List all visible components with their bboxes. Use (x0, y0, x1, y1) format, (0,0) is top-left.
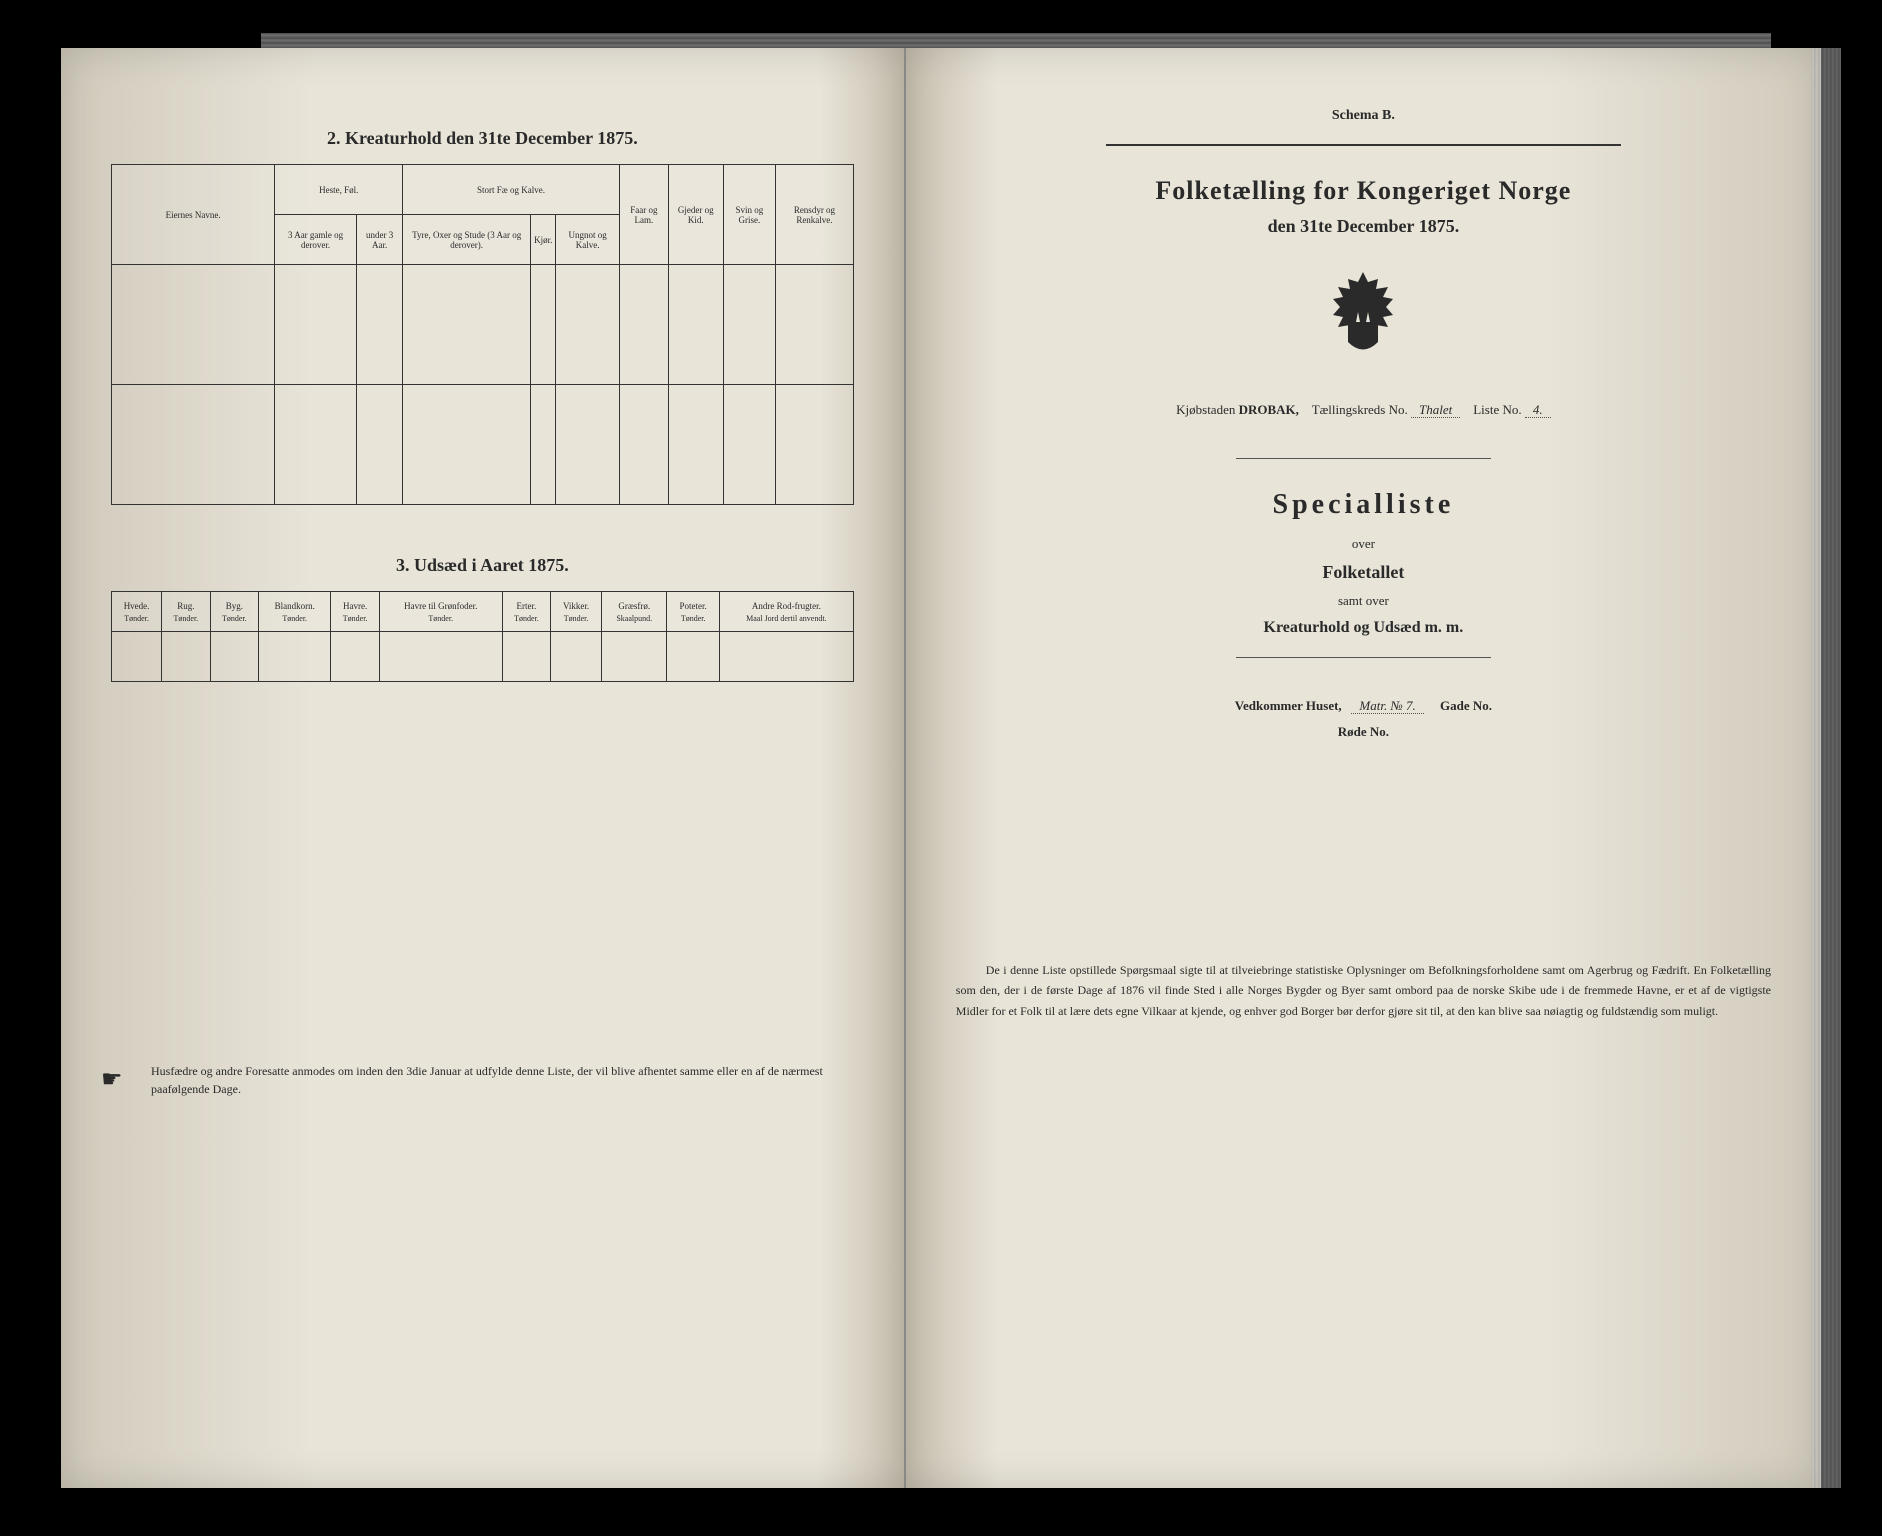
livestock-table: Eiernes Navne. Heste, Føl. Stort Fæ og K… (111, 164, 854, 505)
col-pigs: Svin og Grise. (723, 165, 775, 265)
col-horses: Heste, Føl. (275, 165, 403, 215)
over-label: over (956, 536, 1771, 552)
table-row (112, 385, 854, 505)
col-vetch: Vikker.Tønder. (551, 592, 602, 632)
right-page: Schema B. Folketælling for Kongeriget No… (906, 48, 1821, 1488)
house-number: Matr. № 7. (1351, 698, 1423, 714)
rode-label: Røde No. (1338, 724, 1389, 739)
footnote: ☛ Husfædre og andre Foresatte anmodes om… (111, 1062, 854, 1098)
location-line: Kjøbstaden DROBAK, Tællingskreds No. Tha… (956, 402, 1771, 418)
col-wheat: Hvede.Tønder. (112, 592, 162, 632)
gade-label: Gade No. (1440, 698, 1492, 713)
col-mixed: Blandkorn.Tønder. (259, 592, 331, 632)
bottom-paragraph: De i denne Liste opstillede Spørgsmaal s… (956, 960, 1771, 1021)
folketallet-label: Folketallet (956, 562, 1771, 583)
town-label: Kjøbstaden (1176, 402, 1235, 417)
samt-label: samt over (956, 593, 1771, 609)
crest-icon (1318, 267, 1408, 367)
rode-line: Røde No. (956, 724, 1771, 740)
col-horses-a: 3 Aar gamle og derover. (275, 215, 357, 265)
col-peas: Erter.Tønder. (502, 592, 550, 632)
schema-label: Schema B. (956, 108, 1771, 124)
table-row (112, 632, 854, 682)
col-roots: Andre Rod-frugter.Maal Jord dertil anven… (719, 592, 853, 632)
district-value: Thalet (1411, 402, 1460, 418)
col-grass: Græsfrø.Skaalpund. (601, 592, 666, 632)
divider (1236, 458, 1491, 459)
col-oats: Havre.Tønder. (331, 592, 379, 632)
kreatur-label: Kreaturhold og Udsæd m. m. (956, 619, 1771, 637)
col-cattle-b: Kjør. (531, 215, 556, 265)
col-owners: Eiernes Navne. (112, 165, 275, 265)
section3-title: 3. Udsæd i Aaret 1875. (111, 555, 854, 576)
footnote-text: Husfædre og andre Foresatte anmodes om i… (151, 1064, 823, 1096)
col-cattle-a: Tyre, Oxer og Stude (3 Aar og derover). (403, 215, 531, 265)
census-document: 2. Kreaturhold den 31te December 1875. E… (61, 48, 1821, 1488)
main-title: Folketælling for Kongeriget Norge (956, 176, 1771, 206)
section2-title: 2. Kreaturhold den 31te December 1875. (111, 128, 854, 149)
col-oats-green: Havre til Grønfoder.Tønder. (379, 592, 502, 632)
coat-of-arms (956, 267, 1771, 372)
list-number: 4. (1525, 402, 1551, 418)
col-barley: Byg.Tønder. (210, 592, 258, 632)
house-label: Vedkommer Huset, (1235, 698, 1342, 713)
divider (1236, 657, 1491, 658)
page-stack-edge (1811, 48, 1841, 1488)
pointing-hand-icon: ☛ (101, 1062, 123, 1098)
table-row (112, 265, 854, 385)
col-cattle: Stort Fæ og Kalve. (403, 165, 620, 215)
col-cattle-c: Ungnot og Kalve. (556, 215, 619, 265)
col-goats: Gjeder og Kid. (668, 165, 723, 265)
col-horses-b: under 3 Aar. (356, 215, 402, 265)
census-date: den 31te December 1875. (956, 216, 1771, 237)
col-sheep: Faar og Lam. (619, 165, 668, 265)
district-label: Tællingskreds No. (1312, 402, 1408, 417)
list-label: Liste No. (1473, 402, 1521, 417)
town-name: DROBAK, (1239, 402, 1299, 417)
col-potato: Poteter.Tønder. (667, 592, 719, 632)
col-rye: Rug.Tønder. (162, 592, 210, 632)
house-line: Vedkommer Huset, Matr. № 7. Gade No. (956, 698, 1771, 714)
specialliste-title: Specialliste (956, 489, 1771, 521)
col-reindeer: Rensdyr og Renkalve. (776, 165, 854, 265)
left-page: 2. Kreaturhold den 31te December 1875. E… (61, 48, 906, 1488)
seed-table: Hvede.Tønder. Rug.Tønder. Byg.Tønder. Bl… (111, 591, 854, 682)
divider (1106, 144, 1621, 146)
